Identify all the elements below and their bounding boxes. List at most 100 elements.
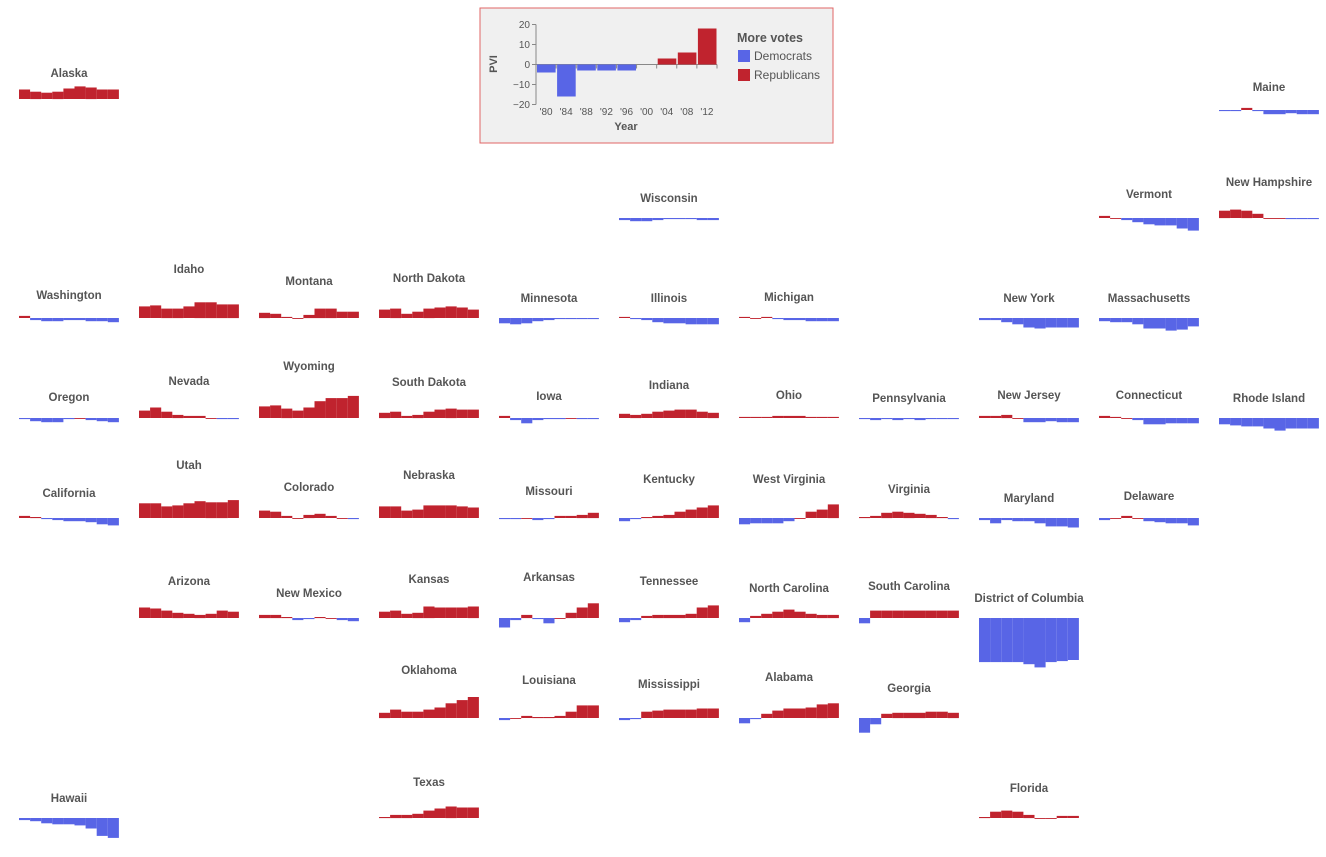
bar-illinois-5 bbox=[663, 318, 675, 324]
bar-iowa-1 bbox=[499, 415, 511, 418]
bar-nevada-5 bbox=[183, 415, 195, 418]
bar-pennsylvania-5 bbox=[903, 418, 915, 420]
bar-illinois-9 bbox=[707, 318, 719, 325]
bar-indiana-8 bbox=[696, 411, 708, 418]
bar-connecticut-4 bbox=[1132, 418, 1144, 421]
state-label-north-carolina: North Carolina bbox=[749, 583, 829, 595]
bar-nebraska-4 bbox=[412, 509, 424, 518]
bar-new-york-9 bbox=[1067, 318, 1079, 328]
bar-idaho-5 bbox=[183, 306, 195, 318]
bar-delaware-8 bbox=[1176, 518, 1188, 524]
bar-utah-8 bbox=[216, 502, 228, 519]
bar-north-dakota-9 bbox=[467, 309, 479, 318]
state-montana: Montana bbox=[259, 276, 359, 319]
bar-ohio-9 bbox=[827, 416, 839, 418]
bar-california-3 bbox=[41, 518, 53, 520]
bar-georgia-4 bbox=[892, 712, 904, 719]
bar-idaho-9 bbox=[227, 304, 239, 319]
bar-indiana-6 bbox=[674, 409, 686, 418]
bar-wyoming-2 bbox=[270, 405, 282, 418]
bar-montana-2 bbox=[270, 313, 282, 318]
state-minnesota: Minnesota bbox=[499, 293, 599, 325]
bar-iowa-6 bbox=[554, 418, 566, 420]
bar-north-carolina-5 bbox=[783, 609, 795, 618]
state-michigan: Michigan bbox=[739, 292, 839, 322]
bar-tennessee-5 bbox=[663, 614, 675, 619]
bar-maryland-5 bbox=[1023, 518, 1035, 522]
bar-vermont-6 bbox=[1154, 218, 1166, 226]
bar-connecticut-5 bbox=[1143, 418, 1155, 425]
bar-wisconsin-8 bbox=[696, 218, 708, 221]
bar-texas-8 bbox=[456, 807, 468, 818]
state-south-carolina: South Carolina bbox=[859, 581, 959, 624]
bar-oklahoma-3 bbox=[401, 711, 413, 718]
bar-michigan-7 bbox=[805, 318, 817, 322]
bar-florida-2 bbox=[990, 811, 1002, 818]
state-georgia: Georgia bbox=[859, 683, 959, 733]
bar-minnesota-4 bbox=[532, 318, 544, 322]
bar-hawaii-9 bbox=[107, 818, 119, 838]
bar-idaho-4 bbox=[172, 308, 184, 319]
bar-north-carolina-3 bbox=[761, 613, 773, 618]
bar-massachusetts-5 bbox=[1143, 318, 1155, 329]
state-louisiana: Louisiana bbox=[499, 675, 599, 721]
bar-west-virginia-9 bbox=[827, 504, 839, 519]
bar-oregon-2 bbox=[30, 418, 42, 422]
bar-west-virginia-8 bbox=[816, 509, 828, 518]
legend-x-tick-label: '12 bbox=[700, 107, 713, 118]
bar-new-jersey-6 bbox=[1034, 418, 1046, 423]
bar-indiana-1 bbox=[619, 413, 631, 418]
bar-oklahoma-8 bbox=[456, 700, 468, 718]
bar-oregon-1 bbox=[19, 418, 31, 420]
state-label-oregon: Oregon bbox=[49, 392, 90, 404]
bar-west-virginia-3 bbox=[761, 518, 773, 524]
bar-virginia-8 bbox=[936, 517, 948, 519]
bar-alaska-7 bbox=[85, 87, 97, 100]
bar-washington-2 bbox=[30, 318, 42, 321]
bar-michigan-6 bbox=[794, 318, 806, 321]
state-arkansas: Arkansas bbox=[499, 572, 599, 628]
state-label-michigan: Michigan bbox=[764, 292, 814, 304]
state-delaware: Delaware bbox=[1099, 491, 1199, 526]
bar-new-hampshire-6 bbox=[1274, 218, 1286, 219]
bar-nebraska-7 bbox=[445, 505, 457, 518]
bar-iowa-8 bbox=[576, 418, 588, 420]
bar-washington-3 bbox=[41, 318, 53, 322]
state-label-texas: Texas bbox=[413, 777, 445, 789]
bar-montana-7 bbox=[325, 308, 337, 319]
bar-colorado-8 bbox=[336, 518, 348, 519]
bar-michigan-4 bbox=[772, 318, 784, 320]
bar-hawaii-7 bbox=[85, 818, 97, 829]
bar-mississippi-7 bbox=[685, 709, 697, 718]
bar-south-dakota-7 bbox=[445, 408, 457, 419]
bar-wisconsin-5 bbox=[663, 218, 675, 220]
bar-louisiana-3 bbox=[521, 715, 533, 718]
bar-arkansas-4 bbox=[532, 618, 544, 620]
bar-nebraska-3 bbox=[401, 510, 413, 518]
bar-arkansas-2 bbox=[510, 618, 522, 621]
legend-x-tick-label: '80 bbox=[540, 107, 553, 118]
state-label-new-york: New York bbox=[1003, 293, 1055, 305]
state-maryland: Maryland bbox=[979, 493, 1079, 528]
bar-north-carolina-6 bbox=[794, 611, 806, 618]
state-idaho: Idaho bbox=[139, 264, 239, 319]
bar-alabama-9 bbox=[827, 703, 839, 718]
bar-tennessee-4 bbox=[652, 614, 664, 619]
bar-new-jersey-1 bbox=[979, 415, 991, 418]
bar-new-jersey-9 bbox=[1067, 418, 1079, 423]
bar-virginia-1 bbox=[859, 517, 871, 519]
state-label-new-mexico: New Mexico bbox=[276, 588, 342, 600]
bar-nevada-9 bbox=[227, 418, 239, 420]
state-ohio: Ohio bbox=[739, 390, 839, 418]
state-hawaii: Hawaii bbox=[19, 793, 119, 838]
bar-ohio-8 bbox=[816, 416, 828, 418]
bar-new-jersey-8 bbox=[1056, 418, 1068, 423]
bar-maine-8 bbox=[1296, 110, 1308, 115]
bar-alabama-2 bbox=[750, 718, 762, 720]
state-virginia: Virginia bbox=[859, 484, 959, 520]
bar-kentucky-4 bbox=[652, 515, 664, 518]
legend-y-tick-label: 10 bbox=[519, 40, 531, 51]
bar-pennsylvania-3 bbox=[881, 418, 893, 420]
bar-texas-7 bbox=[445, 806, 457, 819]
state-label-tennessee: Tennessee bbox=[640, 576, 699, 588]
